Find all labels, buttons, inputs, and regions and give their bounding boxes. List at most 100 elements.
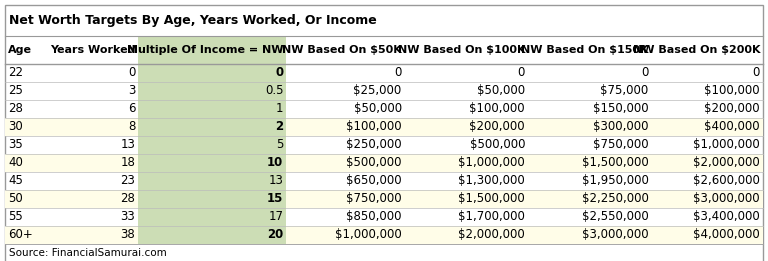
Bar — [405, 154, 528, 172]
Text: $1,000,000: $1,000,000 — [694, 139, 760, 151]
Text: $2,000,000: $2,000,000 — [694, 157, 760, 169]
Text: $1,000,000: $1,000,000 — [458, 157, 525, 169]
Bar — [651, 190, 763, 208]
Text: 50: 50 — [8, 193, 23, 205]
Text: 38: 38 — [121, 228, 135, 241]
Text: 13: 13 — [268, 175, 283, 187]
Bar — [651, 226, 763, 244]
Text: NW Based On $50K: NW Based On $50K — [282, 45, 402, 55]
Text: $2,600,000: $2,600,000 — [694, 175, 760, 187]
Text: 13: 13 — [121, 139, 135, 151]
Text: $3,000,000: $3,000,000 — [582, 228, 648, 241]
Text: $500,000: $500,000 — [346, 157, 402, 169]
Bar — [5, 190, 49, 208]
Text: 22: 22 — [8, 67, 23, 80]
Text: NW Based On $150K: NW Based On $150K — [521, 45, 648, 55]
Text: $200,000: $200,000 — [469, 121, 525, 133]
Bar — [405, 118, 528, 136]
Text: 40: 40 — [8, 157, 23, 169]
Text: 0.5: 0.5 — [265, 85, 283, 98]
Text: $2,250,000: $2,250,000 — [581, 193, 648, 205]
Text: $500,000: $500,000 — [469, 139, 525, 151]
Text: $3,400,000: $3,400,000 — [694, 211, 760, 223]
Text: Net Worth Targets By Age, Years Worked, Or Income: Net Worth Targets By Age, Years Worked, … — [9, 14, 377, 27]
Text: 0: 0 — [394, 67, 402, 80]
Text: 28: 28 — [8, 103, 23, 116]
Text: 0: 0 — [753, 67, 760, 80]
Text: $50,000: $50,000 — [477, 85, 525, 98]
Text: $100,000: $100,000 — [346, 121, 402, 133]
Bar — [286, 154, 405, 172]
Text: 15: 15 — [267, 193, 283, 205]
Text: $750,000: $750,000 — [593, 139, 648, 151]
Text: 5: 5 — [276, 139, 283, 151]
Text: $1,500,000: $1,500,000 — [458, 193, 525, 205]
Text: $1,300,000: $1,300,000 — [458, 175, 525, 187]
Bar — [49, 226, 138, 244]
Bar — [5, 154, 49, 172]
Text: 0: 0 — [518, 67, 525, 80]
Text: $4,000,000: $4,000,000 — [694, 228, 760, 241]
Text: $650,000: $650,000 — [346, 175, 402, 187]
Text: $300,000: $300,000 — [593, 121, 648, 133]
Text: $25,000: $25,000 — [353, 85, 402, 98]
Text: $850,000: $850,000 — [346, 211, 402, 223]
Text: NW Based On $100K: NW Based On $100K — [398, 45, 525, 55]
Text: 30: 30 — [8, 121, 23, 133]
Bar — [5, 226, 49, 244]
Text: 2: 2 — [275, 121, 283, 133]
Text: 0: 0 — [641, 67, 648, 80]
Text: 55: 55 — [8, 211, 23, 223]
Text: 20: 20 — [267, 228, 283, 241]
Text: $1,950,000: $1,950,000 — [581, 175, 648, 187]
Text: 10: 10 — [267, 157, 283, 169]
Bar — [405, 226, 528, 244]
Bar — [528, 190, 651, 208]
Bar — [528, 118, 651, 136]
Bar — [286, 118, 405, 136]
Text: $75,000: $75,000 — [601, 85, 648, 98]
Bar — [286, 226, 405, 244]
Text: $2,550,000: $2,550,000 — [581, 211, 648, 223]
Text: $400,000: $400,000 — [704, 121, 760, 133]
Bar — [49, 190, 138, 208]
Text: 60+: 60+ — [8, 228, 33, 241]
Text: $100,000: $100,000 — [704, 85, 760, 98]
Text: $150,000: $150,000 — [593, 103, 648, 116]
Text: $1,700,000: $1,700,000 — [458, 211, 525, 223]
Text: $3,000,000: $3,000,000 — [694, 193, 760, 205]
Text: Years Worked: Years Worked — [50, 45, 135, 55]
Bar — [405, 190, 528, 208]
Text: 3: 3 — [127, 85, 135, 98]
Text: 18: 18 — [121, 157, 135, 169]
Text: 1: 1 — [276, 103, 283, 116]
Bar — [5, 118, 49, 136]
Text: $50,000: $50,000 — [353, 103, 402, 116]
Bar — [528, 154, 651, 172]
Text: 35: 35 — [8, 139, 23, 151]
Text: 0: 0 — [127, 67, 135, 80]
Text: 0: 0 — [275, 67, 283, 80]
Bar — [528, 226, 651, 244]
Bar — [651, 154, 763, 172]
Bar — [286, 190, 405, 208]
Text: $200,000: $200,000 — [704, 103, 760, 116]
Text: $750,000: $750,000 — [346, 193, 402, 205]
Text: $2,000,000: $2,000,000 — [458, 228, 525, 241]
Bar — [49, 154, 138, 172]
Text: Age: Age — [8, 45, 32, 55]
Text: 45: 45 — [8, 175, 23, 187]
Bar — [651, 118, 763, 136]
Text: $1,000,000: $1,000,000 — [335, 228, 402, 241]
Text: 28: 28 — [121, 193, 135, 205]
Bar — [138, 36, 286, 244]
Text: $100,000: $100,000 — [469, 103, 525, 116]
Text: 23: 23 — [121, 175, 135, 187]
Text: Multiple Of Income = NW: Multiple Of Income = NW — [127, 45, 283, 55]
Text: 17: 17 — [268, 211, 283, 223]
Text: 6: 6 — [127, 103, 135, 116]
Text: $250,000: $250,000 — [346, 139, 402, 151]
Bar — [49, 118, 138, 136]
Text: 25: 25 — [8, 85, 23, 98]
Text: $1,500,000: $1,500,000 — [581, 157, 648, 169]
